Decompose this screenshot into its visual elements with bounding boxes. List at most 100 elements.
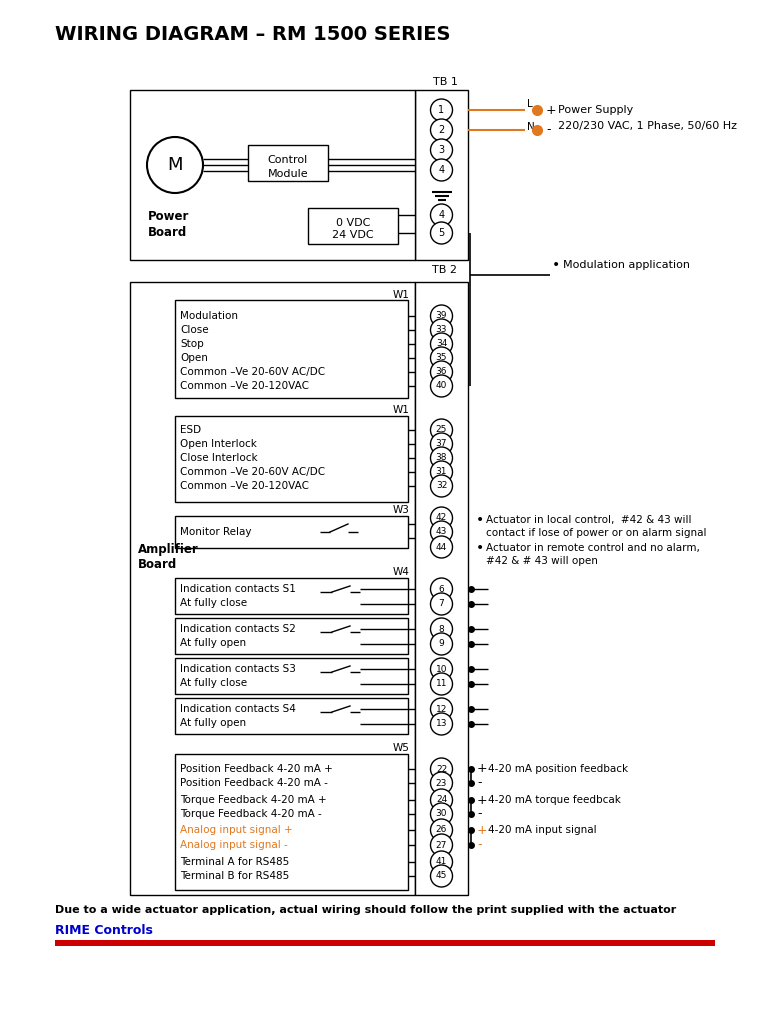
Text: 32: 32 [435, 481, 447, 490]
Text: N: N [527, 122, 535, 132]
Circle shape [431, 222, 452, 244]
Bar [175, 516, 408, 548]
Circle shape [431, 758, 452, 780]
Circle shape [431, 819, 452, 841]
Text: 24 VDC: 24 VDC [333, 230, 374, 240]
Text: 4-20 mA input signal: 4-20 mA input signal [488, 825, 597, 835]
Text: 30: 30 [435, 810, 447, 818]
Text: Stop: Stop [180, 339, 204, 349]
Text: At fully open: At fully open [180, 638, 246, 648]
Text: 9: 9 [439, 640, 445, 648]
Text: 39: 39 [435, 311, 447, 321]
Circle shape [431, 461, 452, 483]
Text: -: - [477, 776, 482, 790]
Text: Board: Board [138, 558, 177, 571]
Text: Common –Ve 20-120VAC: Common –Ve 20-120VAC [180, 381, 309, 391]
Bar [175, 618, 408, 654]
Circle shape [431, 633, 452, 655]
Text: Open Interlock: Open Interlock [180, 439, 257, 449]
Text: #42 & # 43 will open: #42 & # 43 will open [486, 556, 598, 566]
Circle shape [431, 593, 452, 615]
Circle shape [431, 305, 452, 327]
Text: 2: 2 [439, 125, 445, 135]
Text: Amplifier: Amplifier [138, 544, 199, 556]
Text: Actuator in remote control and no alarm,: Actuator in remote control and no alarm, [486, 543, 700, 553]
Bar [55, 940, 715, 946]
Text: 24: 24 [436, 796, 447, 805]
Text: 1: 1 [439, 105, 445, 115]
Circle shape [431, 618, 452, 640]
Circle shape [431, 713, 452, 735]
Circle shape [431, 698, 452, 720]
Text: •: • [476, 541, 485, 555]
Bar [175, 578, 408, 614]
Text: Module: Module [268, 169, 308, 179]
Text: At fully close: At fully close [180, 678, 247, 688]
Text: Common –Ve 20-60V AC/DC: Common –Ve 20-60V AC/DC [180, 367, 325, 377]
Text: Indication contacts S2: Indication contacts S2 [180, 624, 296, 634]
Text: 220/230 VAC, 1 Phase, 50/60 Hz: 220/230 VAC, 1 Phase, 50/60 Hz [558, 121, 737, 131]
Text: W1: W1 [393, 406, 410, 415]
Text: 4: 4 [439, 210, 445, 220]
Circle shape [431, 99, 452, 121]
Text: 25: 25 [435, 426, 447, 434]
Text: Torque Feedback 4-20 mA +: Torque Feedback 4-20 mA + [180, 795, 326, 805]
Circle shape [431, 834, 452, 856]
Bar [130, 90, 415, 260]
Text: Analog input signal +: Analog input signal + [180, 825, 293, 835]
Text: 36: 36 [435, 368, 447, 377]
Text: Power Supply: Power Supply [558, 105, 634, 115]
Text: 37: 37 [435, 439, 447, 449]
Bar [130, 282, 415, 895]
Text: WIRING DIAGRAM – RM 1500 SERIES: WIRING DIAGRAM – RM 1500 SERIES [55, 26, 451, 44]
Text: Indication contacts S4: Indication contacts S4 [180, 705, 296, 714]
Circle shape [431, 851, 452, 873]
Circle shape [431, 375, 452, 397]
Circle shape [431, 204, 452, 226]
Text: 26: 26 [435, 825, 447, 835]
Bar [175, 416, 408, 502]
Circle shape [431, 865, 452, 887]
Text: RIME Controls: RIME Controls [55, 924, 153, 937]
Text: Modulation application: Modulation application [563, 260, 690, 270]
Bar [175, 300, 408, 398]
Text: contact if lose of power or on alarm signal: contact if lose of power or on alarm sig… [486, 528, 707, 538]
Text: Common –Ve 20-60V AC/DC: Common –Ve 20-60V AC/DC [180, 467, 325, 477]
Text: 10: 10 [435, 665, 447, 674]
Text: 4-20 mA torque feedbcak: 4-20 mA torque feedbcak [488, 795, 621, 805]
Text: Control: Control [268, 155, 308, 165]
Circle shape [431, 536, 452, 558]
Text: +: + [546, 103, 557, 117]
Text: 33: 33 [435, 326, 447, 335]
Circle shape [147, 137, 203, 193]
Circle shape [431, 333, 452, 355]
Circle shape [431, 673, 452, 695]
Text: Due to a wide actuator application, actual wiring should follow the print suppli: Due to a wide actuator application, actu… [55, 905, 677, 915]
Text: 8: 8 [439, 625, 445, 634]
Text: +: + [477, 823, 488, 837]
Text: Indication contacts S1: Indication contacts S1 [180, 584, 296, 594]
Text: 4-20 mA position feedback: 4-20 mA position feedback [488, 764, 628, 774]
Text: +: + [477, 763, 488, 775]
Text: 45: 45 [435, 871, 447, 881]
Text: TB 2: TB 2 [432, 265, 458, 275]
Text: 5: 5 [439, 228, 445, 238]
Text: -: - [477, 808, 482, 820]
Text: 7: 7 [439, 599, 445, 608]
Text: Position Feedback 4-20 mA -: Position Feedback 4-20 mA - [180, 778, 328, 788]
Circle shape [431, 419, 452, 441]
Circle shape [431, 772, 452, 794]
Text: -: - [477, 839, 482, 852]
Text: 0 VDC: 0 VDC [336, 218, 370, 228]
Text: 27: 27 [435, 841, 447, 850]
Text: Open: Open [180, 353, 208, 362]
Circle shape [431, 319, 452, 341]
Text: TB 1: TB 1 [432, 77, 458, 87]
Text: -: - [546, 124, 551, 136]
Text: At fully open: At fully open [180, 718, 246, 728]
Text: •: • [552, 258, 560, 272]
Text: Analog input signal -: Analog input signal - [180, 840, 288, 850]
Text: 31: 31 [435, 468, 447, 476]
Text: •: • [476, 513, 485, 527]
Circle shape [431, 658, 452, 680]
